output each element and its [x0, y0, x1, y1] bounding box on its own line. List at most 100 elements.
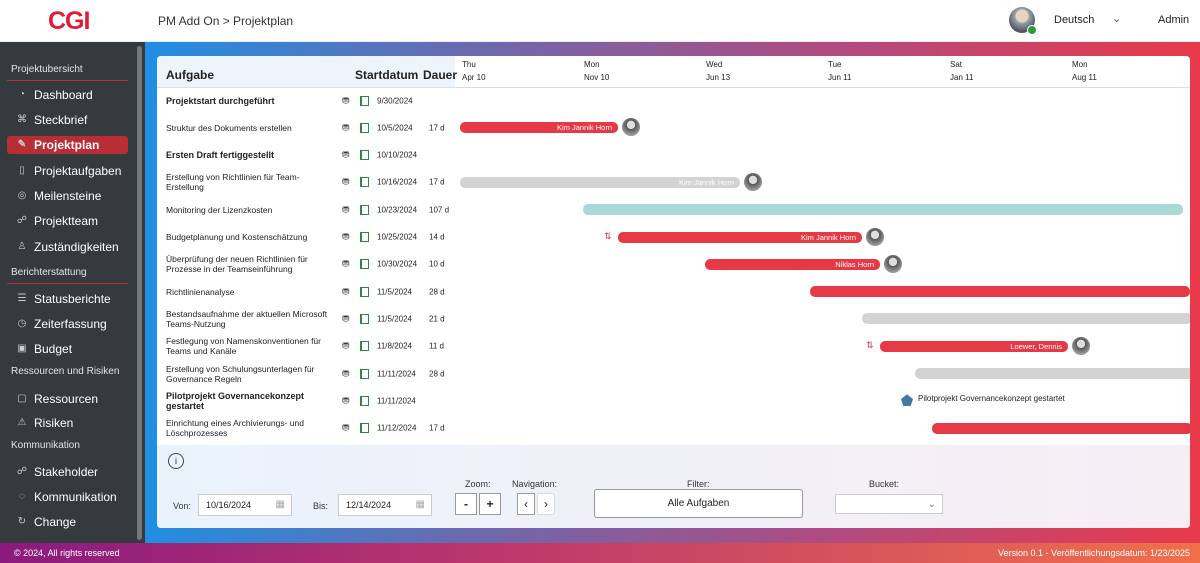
task-bar[interactable]: Kim Jannik Horn [460, 122, 618, 134]
sidebar-item-budget[interactable]: ▣ Budget [7, 340, 128, 358]
sidebar-item-projektplan[interactable]: ✎ Projektplan [7, 136, 128, 154]
from-date-input[interactable]: 10/16/2024 ▦ [198, 494, 292, 516]
task-name[interactable]: Struktur des Dokuments erstellen [166, 122, 292, 133]
assignee-avatar[interactable] [744, 172, 762, 191]
col-task-header[interactable]: Aufgabe [166, 68, 214, 82]
info-icon[interactable]: i [168, 453, 184, 469]
teams-icon[interactable]: ⛃ [342, 204, 350, 215]
sidebar-item-risiken[interactable]: ⚠ Risiken [7, 414, 128, 432]
task-name[interactable]: Überprüfung der neuen Richtlinien für Pr… [166, 254, 308, 275]
task-row[interactable]: Einrichtung eines Archivierungs- und Lös… [157, 415, 1190, 442]
assignee-avatar[interactable] [1072, 336, 1090, 355]
teams-icon[interactable]: ⛃ [342, 286, 350, 297]
task-bar[interactable] [932, 422, 1190, 434]
planner-icon[interactable] [360, 232, 369, 242]
task-row[interactable]: Budgetplanung und Kostenschätzung ⛃ 10/2… [157, 224, 1190, 251]
filter-button[interactable]: Alle Aufgaben [594, 489, 803, 518]
teams-icon[interactable]: ⛃ [342, 395, 350, 406]
task-name[interactable]: Ersten Draft fertiggestellt [166, 150, 275, 161]
teams-icon[interactable]: ⛃ [342, 176, 350, 187]
task-name[interactable]: Projektstart durchgeführt [166, 95, 275, 106]
to-date-input[interactable]: 12/14/2024 ▦ [338, 494, 432, 516]
task-row[interactable]: Monitoring der Lizenzkosten ⛃ 10/23/2024… [157, 196, 1190, 223]
cgi-logo[interactable]: CGI [48, 7, 90, 35]
task-bar[interactable] [583, 204, 1183, 216]
planner-icon[interactable] [360, 150, 369, 161]
sidebar-item-statusberichte[interactable]: ☰ Statusberichte [7, 290, 128, 308]
planner-icon[interactable] [360, 286, 369, 297]
task-bar[interactable] [915, 368, 1190, 379]
col-start-header[interactable]: Startdatum [355, 68, 419, 82]
planner-icon[interactable] [360, 368, 369, 379]
teams-icon[interactable]: ⛃ [342, 231, 350, 242]
task-name[interactable]: Erstellung von Schulungsunterlagen für G… [166, 363, 315, 384]
chevron-down-icon[interactable]: ⌄ [1112, 13, 1122, 25]
user-avatar[interactable] [1009, 7, 1037, 35]
task-name[interactable]: Erstellung von Richtlinien für Team-Erst… [166, 172, 300, 193]
task-row[interactable]: Erstellung von Richtlinien für Team-Erst… [157, 169, 1190, 196]
nav-next-button[interactable]: › [537, 493, 555, 515]
planner-icon[interactable] [360, 95, 369, 106]
zoom-in-button[interactable]: + [479, 493, 501, 515]
sidebar-item-kommunikation[interactable]: ◌ Kommunikation [7, 488, 128, 506]
task-name[interactable]: Monitoring der Lizenzkosten [166, 204, 273, 215]
teams-icon[interactable]: ⛃ [342, 340, 350, 351]
task-row[interactable]: Bestandsaufnahme der aktuellen Microsoft… [157, 305, 1190, 332]
chevron-down-icon[interactable]: ⌄ [927, 499, 936, 510]
task-bar[interactable]: Loewer, Dennis [880, 340, 1068, 352]
assignee-avatar[interactable] [884, 254, 902, 273]
planner-icon[interactable] [360, 177, 369, 188]
teams-icon[interactable]: ⛃ [342, 313, 350, 324]
bucket-select[interactable]: ⌄ [835, 494, 943, 514]
task-bar[interactable] [862, 313, 1190, 325]
calendar-icon[interactable]: ▦ [275, 499, 285, 510]
language-select[interactable]: Deutsch [1054, 14, 1095, 26]
task-bar[interactable]: Niklas Horn [705, 258, 880, 270]
teams-icon[interactable]: ⛃ [342, 149, 350, 160]
sidebar-item-zeiterfassung[interactable]: ◷ Zeiterfassung [7, 315, 128, 333]
dependency-icon[interactable]: ⇅ [604, 230, 612, 241]
task-name[interactable]: Einrichtung eines Archivierungs- und Lös… [166, 418, 304, 439]
planner-icon[interactable] [360, 204, 369, 215]
planner-icon[interactable] [360, 341, 369, 352]
planner-icon[interactable] [360, 395, 369, 406]
teams-icon[interactable]: ⛃ [342, 368, 350, 378]
task-name[interactable]: Richtlinienanalyse [166, 286, 235, 297]
planner-icon[interactable] [360, 423, 369, 434]
sidebar-item-projektteam[interactable]: ☍ Projektteam [7, 212, 128, 230]
task-row[interactable]: Projektstart durchgeführt ⛃ 9/30/2024 [157, 87, 1190, 114]
task-name[interactable]: Festlegung von Namenskonventionen für Te… [166, 336, 321, 357]
sidebar-item-steckbrief[interactable]: ⌘ Steckbrief [7, 111, 128, 129]
task-row[interactable]: Überprüfung der neuen Richtlinien für Pr… [157, 251, 1190, 278]
dependency-icon[interactable]: ⇅ [866, 339, 874, 350]
zoom-out-button[interactable]: - [455, 493, 477, 515]
task-row[interactable]: Struktur des Dokuments erstellen ⛃ 10/5/… [157, 114, 1190, 141]
task-row[interactable]: Festlegung von Namenskonventionen für Te… [157, 333, 1190, 360]
sidebar-item-projektaufgaben[interactable]: ▯ Projektaufgaben [7, 162, 128, 180]
nav-prev-button[interactable]: ‹ [517, 493, 535, 515]
planner-icon[interactable] [360, 313, 369, 324]
task-name[interactable]: Budgetplanung und Kostenschätzung [166, 232, 308, 242]
milestone-marker[interactable] [901, 394, 913, 407]
sidebar-item-dashboard[interactable]: ◔ Dashboard [7, 86, 128, 104]
task-bar[interactable]: Kim Jannik Horn [460, 176, 740, 188]
assignee-avatar[interactable] [622, 118, 640, 137]
task-bar[interactable]: Kim Jannik Horn [618, 231, 862, 243]
assignee-avatar[interactable] [866, 227, 884, 246]
user-name[interactable]: Admin [1158, 14, 1190, 26]
sidebar-scrollbar[interactable] [137, 46, 142, 540]
sidebar-item-ressourcen[interactable]: ▢ Ressourcen [7, 390, 128, 408]
task-name[interactable]: Bestandsaufnahme der aktuellen Microsoft… [166, 308, 328, 329]
sidebar-item-meilensteine[interactable]: ◎ Meilensteine [7, 187, 128, 205]
planner-icon[interactable] [360, 122, 369, 133]
task-row[interactable]: Pilotprojekt Governancekonzept gestartet… [157, 387, 1190, 414]
task-row[interactable]: Richtlinienanalyse ⛃ 11/5/2024 28 d [157, 278, 1190, 305]
teams-icon[interactable]: ⛃ [342, 122, 350, 133]
planner-icon[interactable] [360, 259, 369, 270]
teams-icon[interactable]: ⛃ [342, 95, 350, 105]
sidebar-item-change[interactable]: ↻ Change [7, 513, 128, 531]
calendar-icon[interactable]: ▦ [415, 499, 425, 510]
teams-icon[interactable]: ⛃ [342, 258, 350, 269]
task-row[interactable]: Erstellung von Schulungsunterlagen für G… [157, 360, 1190, 387]
sidebar-item-stakeholder[interactable]: ☍ Stakeholder [7, 463, 128, 481]
